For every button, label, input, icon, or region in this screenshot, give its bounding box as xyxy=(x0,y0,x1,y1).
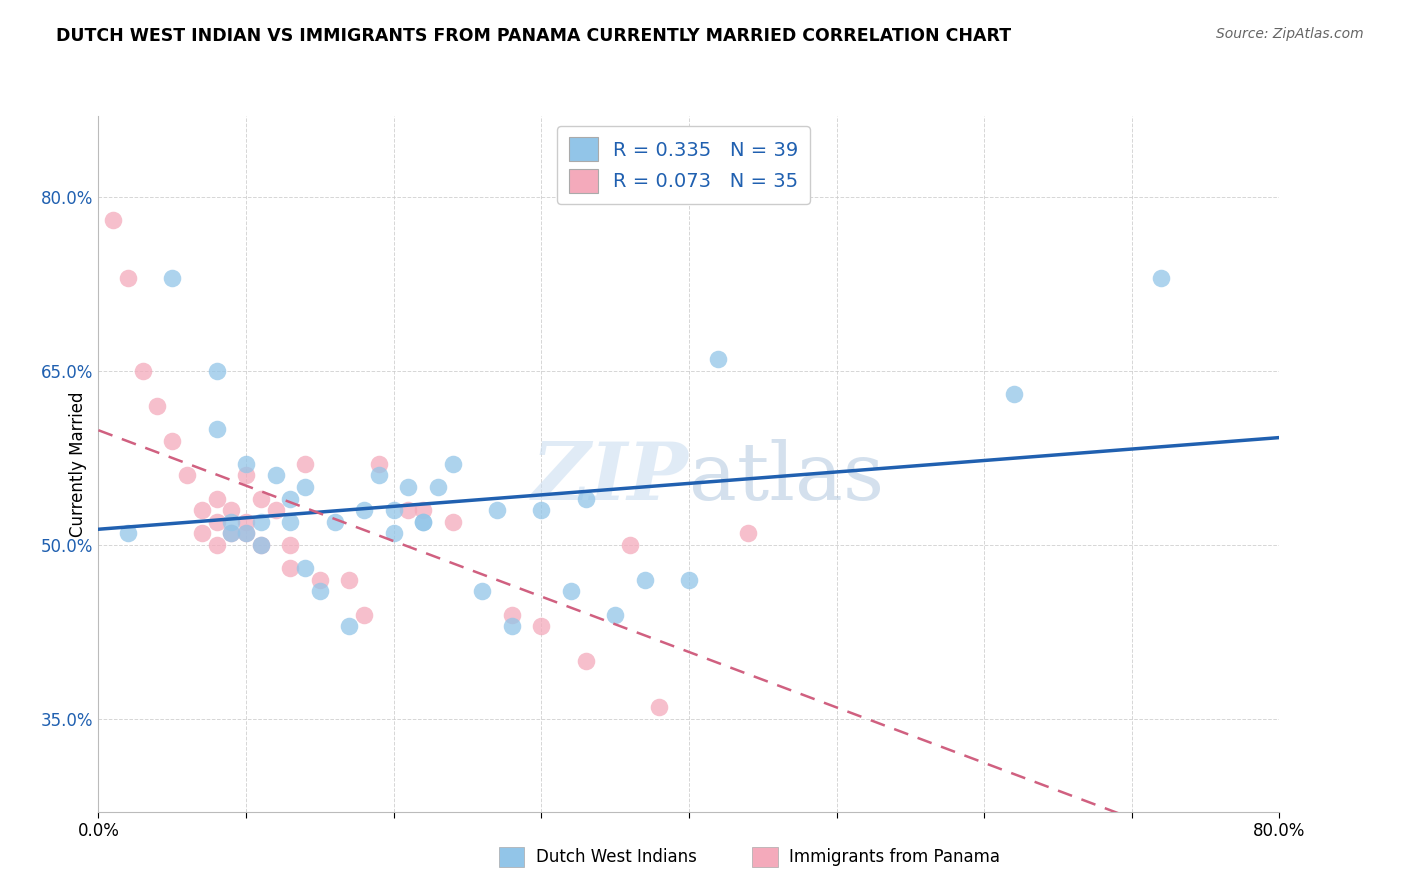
Point xyxy=(235,468,257,483)
Point xyxy=(339,573,360,587)
Point xyxy=(132,364,155,378)
Point xyxy=(294,561,316,575)
Point xyxy=(396,480,419,494)
Point xyxy=(339,619,360,633)
Point xyxy=(250,515,273,529)
Point xyxy=(412,503,434,517)
Text: Immigrants from Panama: Immigrants from Panama xyxy=(789,848,1000,866)
Point xyxy=(619,538,641,552)
Point xyxy=(235,526,257,541)
Point xyxy=(396,503,419,517)
Point xyxy=(235,526,257,541)
Point xyxy=(412,515,434,529)
Point xyxy=(264,503,287,517)
Point xyxy=(294,480,316,494)
Point xyxy=(737,526,759,541)
Point xyxy=(205,364,228,378)
Point xyxy=(278,538,302,552)
Point xyxy=(117,526,139,541)
Point xyxy=(205,422,228,436)
Point xyxy=(162,434,183,448)
Point xyxy=(219,503,242,517)
Point xyxy=(530,503,553,517)
Point xyxy=(278,515,302,529)
Point xyxy=(605,607,627,622)
Point xyxy=(1002,387,1025,401)
Point xyxy=(368,468,391,483)
Text: atlas: atlas xyxy=(689,439,884,516)
Point xyxy=(560,584,582,599)
Point xyxy=(471,584,494,599)
Point xyxy=(103,213,125,227)
Point xyxy=(205,515,228,529)
Point xyxy=(441,457,464,471)
Point xyxy=(146,399,169,413)
Point xyxy=(412,515,434,529)
Point xyxy=(574,491,596,506)
Point xyxy=(235,457,257,471)
Point xyxy=(117,271,139,285)
Text: Source: ZipAtlas.com: Source: ZipAtlas.com xyxy=(1216,27,1364,41)
Point xyxy=(427,480,450,494)
Point xyxy=(250,491,273,506)
Point xyxy=(191,503,214,517)
Point xyxy=(191,526,214,541)
Point xyxy=(707,352,730,367)
Text: ZIP: ZIP xyxy=(531,439,689,516)
Point xyxy=(250,538,273,552)
Point xyxy=(501,619,523,633)
Point xyxy=(1150,271,1173,285)
Point xyxy=(382,503,405,517)
Point xyxy=(382,526,405,541)
Point xyxy=(530,619,553,633)
Point xyxy=(219,526,242,541)
Point xyxy=(235,515,257,529)
Point xyxy=(219,515,242,529)
Y-axis label: Currently Married: Currently Married xyxy=(69,391,87,537)
Point xyxy=(368,457,391,471)
Point xyxy=(353,607,375,622)
Point xyxy=(219,526,242,541)
Point xyxy=(353,503,375,517)
Point xyxy=(278,561,302,575)
Point xyxy=(278,491,302,506)
Legend: R = 0.335   N = 39, R = 0.073   N = 35: R = 0.335 N = 39, R = 0.073 N = 35 xyxy=(557,126,810,204)
Point xyxy=(205,538,228,552)
Point xyxy=(441,515,464,529)
Point xyxy=(264,468,287,483)
Point xyxy=(250,538,273,552)
Text: Dutch West Indians: Dutch West Indians xyxy=(536,848,696,866)
Point xyxy=(323,515,346,529)
Point xyxy=(309,584,332,599)
Point xyxy=(162,271,183,285)
Point xyxy=(574,654,596,668)
Text: DUTCH WEST INDIAN VS IMMIGRANTS FROM PANAMA CURRENTLY MARRIED CORRELATION CHART: DUTCH WEST INDIAN VS IMMIGRANTS FROM PAN… xyxy=(56,27,1011,45)
Point xyxy=(309,573,332,587)
Point xyxy=(176,468,198,483)
Point xyxy=(633,573,655,587)
Point xyxy=(501,607,523,622)
Point xyxy=(678,573,700,587)
Point xyxy=(294,457,316,471)
Point xyxy=(648,700,671,714)
Point xyxy=(486,503,509,517)
Point xyxy=(205,491,228,506)
